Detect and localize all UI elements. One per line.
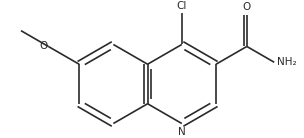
Text: N: N [178,128,186,137]
Text: O: O [243,2,251,12]
Text: O: O [39,41,47,51]
Text: Cl: Cl [177,1,187,11]
Text: NH₂: NH₂ [277,57,297,67]
